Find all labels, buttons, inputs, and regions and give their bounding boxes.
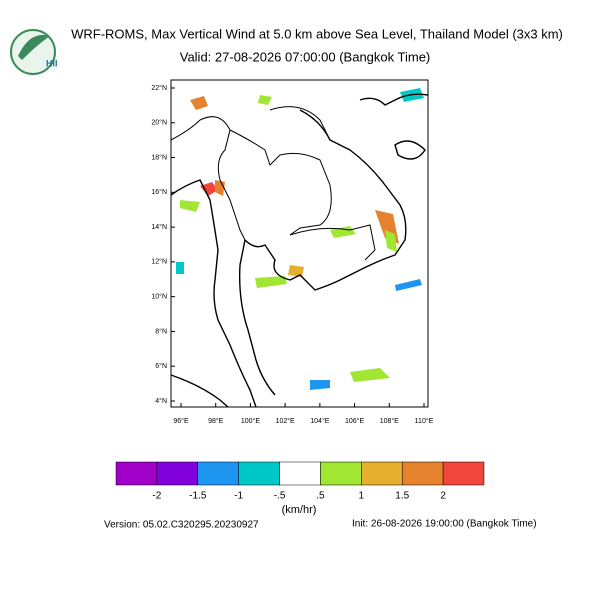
colorbar-box [320,461,362,486]
wind-patch [385,230,397,252]
lon-label: 104°E [310,417,329,425]
wind-patch [190,96,208,110]
colorbar-box [197,461,239,486]
colorbar-box [361,461,403,486]
colorbar-label: 1 [359,491,365,502]
lon-label: 110°E [415,417,434,425]
version: Version: 05.02.C320295.20230927 [104,520,259,531]
lat-label: 20°N [151,119,167,127]
colorbar-label: -1 [234,491,243,502]
border [199,116,246,241]
coastline [394,140,426,160]
colorbar-box [401,461,444,486]
lon-label: 100°E [241,417,260,425]
logo-leaf [18,34,50,60]
wind-patch [200,182,218,196]
lat-label: 18°N [151,153,167,161]
lat-label: 22°N [151,84,167,92]
valid-time: Valid: 27-08-2026 07:00:00 (Bangkok Time… [180,49,431,64]
coastline [359,93,429,106]
wind-patch [310,380,330,390]
logo-circle [10,29,56,75]
map-frame [170,79,429,408]
colorbar-label: -.5 [274,491,286,502]
colorbar: -2 -1.5 -1 -.5 .5 1 1.5 2 [115,461,485,502]
coastline [170,374,229,408]
lat-label: 14°N [151,223,167,231]
colorbar-box [156,461,199,486]
colorbar-label: 1.5 [395,491,409,502]
lat-label: 4°N [155,397,167,405]
lon-label: 98°E [208,417,224,425]
wind-patch [176,262,184,274]
border [269,106,331,141]
lat-label: 10°N [151,293,167,301]
logo: HII [10,29,58,75]
coastline [239,239,276,396]
wind-patch [288,265,304,277]
border [229,129,332,236]
colorbar-label: -2 [152,491,161,502]
lon-label: 106°E [345,417,364,425]
colorbar-unit: (km/hr) [282,504,317,516]
wind-patch [180,200,200,212]
lat-label: 6°N [155,362,167,370]
colorbar-label: .5 [316,491,325,502]
border [170,119,201,141]
colorbar-label: -1.5 [189,491,207,502]
lon-label: 108°E [380,417,399,425]
colorbar-box [442,461,485,486]
wind-patch [350,368,390,382]
wind-patch [395,279,422,291]
lat-label: 16°N [151,188,167,196]
init-time: Init: 26-08-2026 19:00:00 (Bangkok Time) [352,519,537,530]
colorbar-box [115,461,158,486]
logo-text: HII [46,58,58,68]
colorbar-label: 2 [440,491,446,502]
coastline [170,179,257,408]
map-axes: 4°N 6°N 8°N 10°N 12°N 14°N 16°N 18°N 20°N 22°N 96°… [151,84,433,425]
map-background [171,80,428,407]
lat-label: 12°N [151,258,167,266]
lon-label: 96°E [173,417,189,425]
map: 4°N 6°N 8°N 10°N 12°N 14°N 16°N 18°N 20°N 22°N 96°… [151,79,434,425]
colorbar-box [279,461,321,486]
coastline [244,109,407,291]
title: WRF-ROMS, Max Vertical Wind at 5.0 km ab… [71,26,563,41]
border [289,224,376,261]
colorbar-box [238,461,280,486]
lon-label: 102°E [276,417,295,425]
lat-label: 8°N [155,327,167,335]
wind-patch [255,276,287,288]
wind-patch [258,95,272,105]
